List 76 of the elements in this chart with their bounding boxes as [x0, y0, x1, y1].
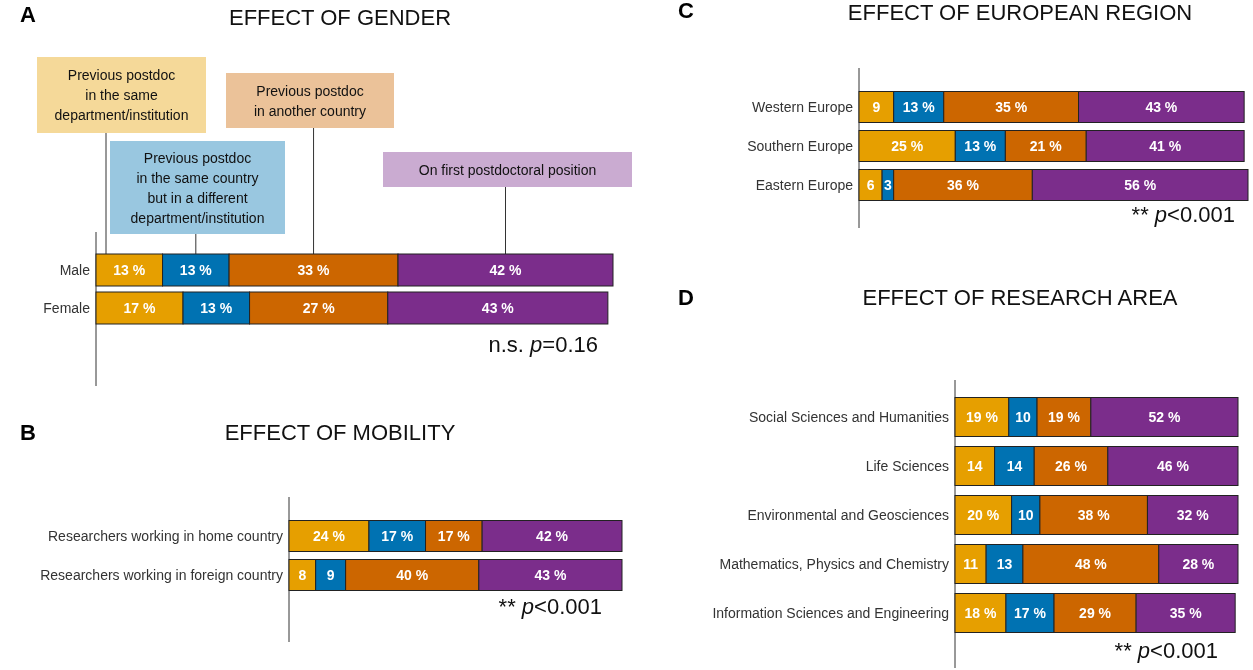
- data-label: 29 %: [1079, 605, 1112, 621]
- y-tick-label: Information Sciences and Engineering: [712, 605, 949, 621]
- data-label: 17 %: [437, 528, 471, 544]
- data-label: 43 %: [481, 300, 515, 316]
- y-tick-label: Male: [59, 262, 91, 278]
- data-label: 13 %: [200, 300, 233, 316]
- data-label: 48 %: [1074, 556, 1108, 572]
- text: n.s. p=0.16: [488, 332, 598, 357]
- y-tick-label: Life Sciences: [865, 458, 949, 474]
- data-label: 6: [866, 177, 875, 193]
- text: Previous postdoc in another country: [253, 82, 367, 119]
- data-label: 8: [298, 567, 307, 583]
- text: On first postdoctoral position: [418, 161, 597, 178]
- data-label: 9: [326, 567, 335, 583]
- data-label: 17 %: [1014, 605, 1047, 621]
- chart-title: EFFECT OF EUROPEAN REGION: [847, 0, 1193, 25]
- data-label: 21 %: [1029, 138, 1063, 154]
- text: Previous postdoc in the same country but in a different department/institution: [130, 149, 265, 226]
- data-label: 10: [1015, 409, 1031, 425]
- chart-title: EFFECT OF MOBILITY: [224, 420, 456, 445]
- y-tick-label: Eastern Europe: [755, 177, 854, 193]
- y-tick-label: Researchers working in foreign country: [40, 567, 283, 583]
- data-label: 43 %: [534, 567, 567, 583]
- data-label: 13 %: [964, 138, 997, 154]
- data-label: 9: [872, 99, 881, 115]
- data-label: 42 %: [536, 528, 569, 544]
- text: A: [20, 2, 36, 27]
- data-label: 41 %: [1149, 138, 1182, 154]
- y-tick-label: Researchers working in home country: [48, 528, 283, 544]
- data-label: 13: [996, 556, 1013, 572]
- annotation: ** p<0.001: [1131, 202, 1235, 227]
- data-label: 56 %: [1124, 177, 1157, 193]
- data-label: 13 %: [902, 99, 936, 115]
- data-label: 38 %: [1077, 507, 1111, 523]
- data-label: 19 %: [965, 409, 999, 425]
- data-label: 11: [963, 556, 979, 572]
- data-label: 18 %: [964, 605, 997, 621]
- data-label: 35 %: [995, 99, 1028, 115]
- data-label: 52 %: [1148, 409, 1181, 425]
- data-label: 35 %: [1169, 605, 1203, 621]
- data-label: 33 %: [297, 262, 331, 278]
- y-tick-label: Environmental and Geosciences: [747, 507, 949, 523]
- data-label: 27 %: [302, 300, 336, 316]
- data-label: 3: [883, 177, 892, 193]
- y-tick-label: Social Sciences and Humanities: [749, 409, 949, 425]
- data-label: 32 %: [1176, 507, 1210, 523]
- data-label: 13 %: [113, 262, 146, 278]
- data-label: 43 %: [1145, 99, 1178, 115]
- text: B: [20, 420, 36, 445]
- data-label: 17 %: [381, 528, 414, 544]
- data-label: 26 %: [1055, 458, 1088, 474]
- data-label: 17 %: [123, 300, 157, 316]
- data-label: 40 %: [396, 567, 429, 583]
- data-label: 36 %: [947, 177, 980, 193]
- y-tick-label: Female: [43, 300, 91, 316]
- data-label: 10: [1017, 507, 1034, 523]
- data-label: 13 %: [179, 262, 213, 278]
- data-label: 28 %: [1182, 556, 1215, 572]
- data-label: 20 %: [967, 507, 1000, 523]
- annotation: ** p<0.001: [1114, 638, 1218, 663]
- chart-title: EFFECT OF GENDER: [228, 5, 452, 30]
- data-label: 19 %: [1047, 409, 1081, 425]
- chart-title: EFFECT OF RESEARCH AREA: [862, 285, 1178, 310]
- data-label: 46 %: [1156, 458, 1190, 474]
- data-label: 25 %: [891, 138, 924, 154]
- y-tick-label: Western Europe: [752, 99, 854, 115]
- y-tick-label: Southern Europe: [747, 138, 854, 154]
- data-label: 24 %: [313, 528, 346, 544]
- text: Previous postdoc in the same department/institution: [54, 67, 189, 123]
- data-label: 14: [1006, 458, 1023, 474]
- annotation: ** p<0.001: [498, 594, 602, 619]
- text: D: [678, 285, 694, 310]
- y-tick-label: Mathematics, Physics and Chemistry: [719, 556, 949, 572]
- data-label: 42 %: [489, 262, 523, 278]
- data-label: 14: [967, 458, 983, 474]
- text: C: [678, 0, 694, 23]
